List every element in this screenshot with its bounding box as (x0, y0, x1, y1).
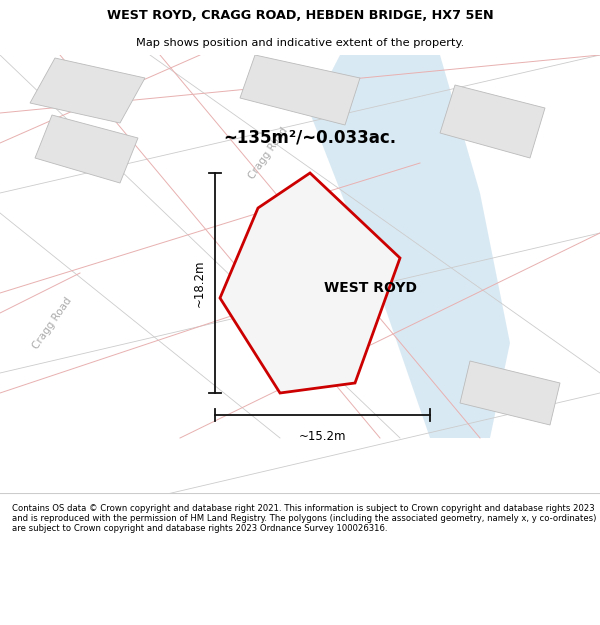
Text: ~18.2m: ~18.2m (193, 259, 205, 307)
Text: ~135m²/~0.033ac.: ~135m²/~0.033ac. (223, 129, 397, 147)
Polygon shape (460, 361, 560, 425)
Polygon shape (240, 55, 360, 125)
Polygon shape (440, 85, 545, 158)
Text: WEST ROYD, CRAGG ROAD, HEBDEN BRIDGE, HX7 5EN: WEST ROYD, CRAGG ROAD, HEBDEN BRIDGE, HX… (107, 9, 493, 22)
Text: WEST ROYD: WEST ROYD (323, 281, 416, 295)
Text: Contains OS data © Crown copyright and database right 2021. This information is : Contains OS data © Crown copyright and d… (12, 504, 596, 533)
Text: Map shows position and indicative extent of the property.: Map shows position and indicative extent… (136, 38, 464, 48)
Text: Cragg Road: Cragg Road (247, 125, 289, 181)
Polygon shape (35, 115, 138, 183)
Polygon shape (310, 55, 510, 438)
Polygon shape (30, 58, 145, 123)
Text: Cragg Road: Cragg Road (31, 295, 73, 351)
Polygon shape (220, 173, 400, 393)
Text: ~15.2m: ~15.2m (299, 431, 346, 444)
